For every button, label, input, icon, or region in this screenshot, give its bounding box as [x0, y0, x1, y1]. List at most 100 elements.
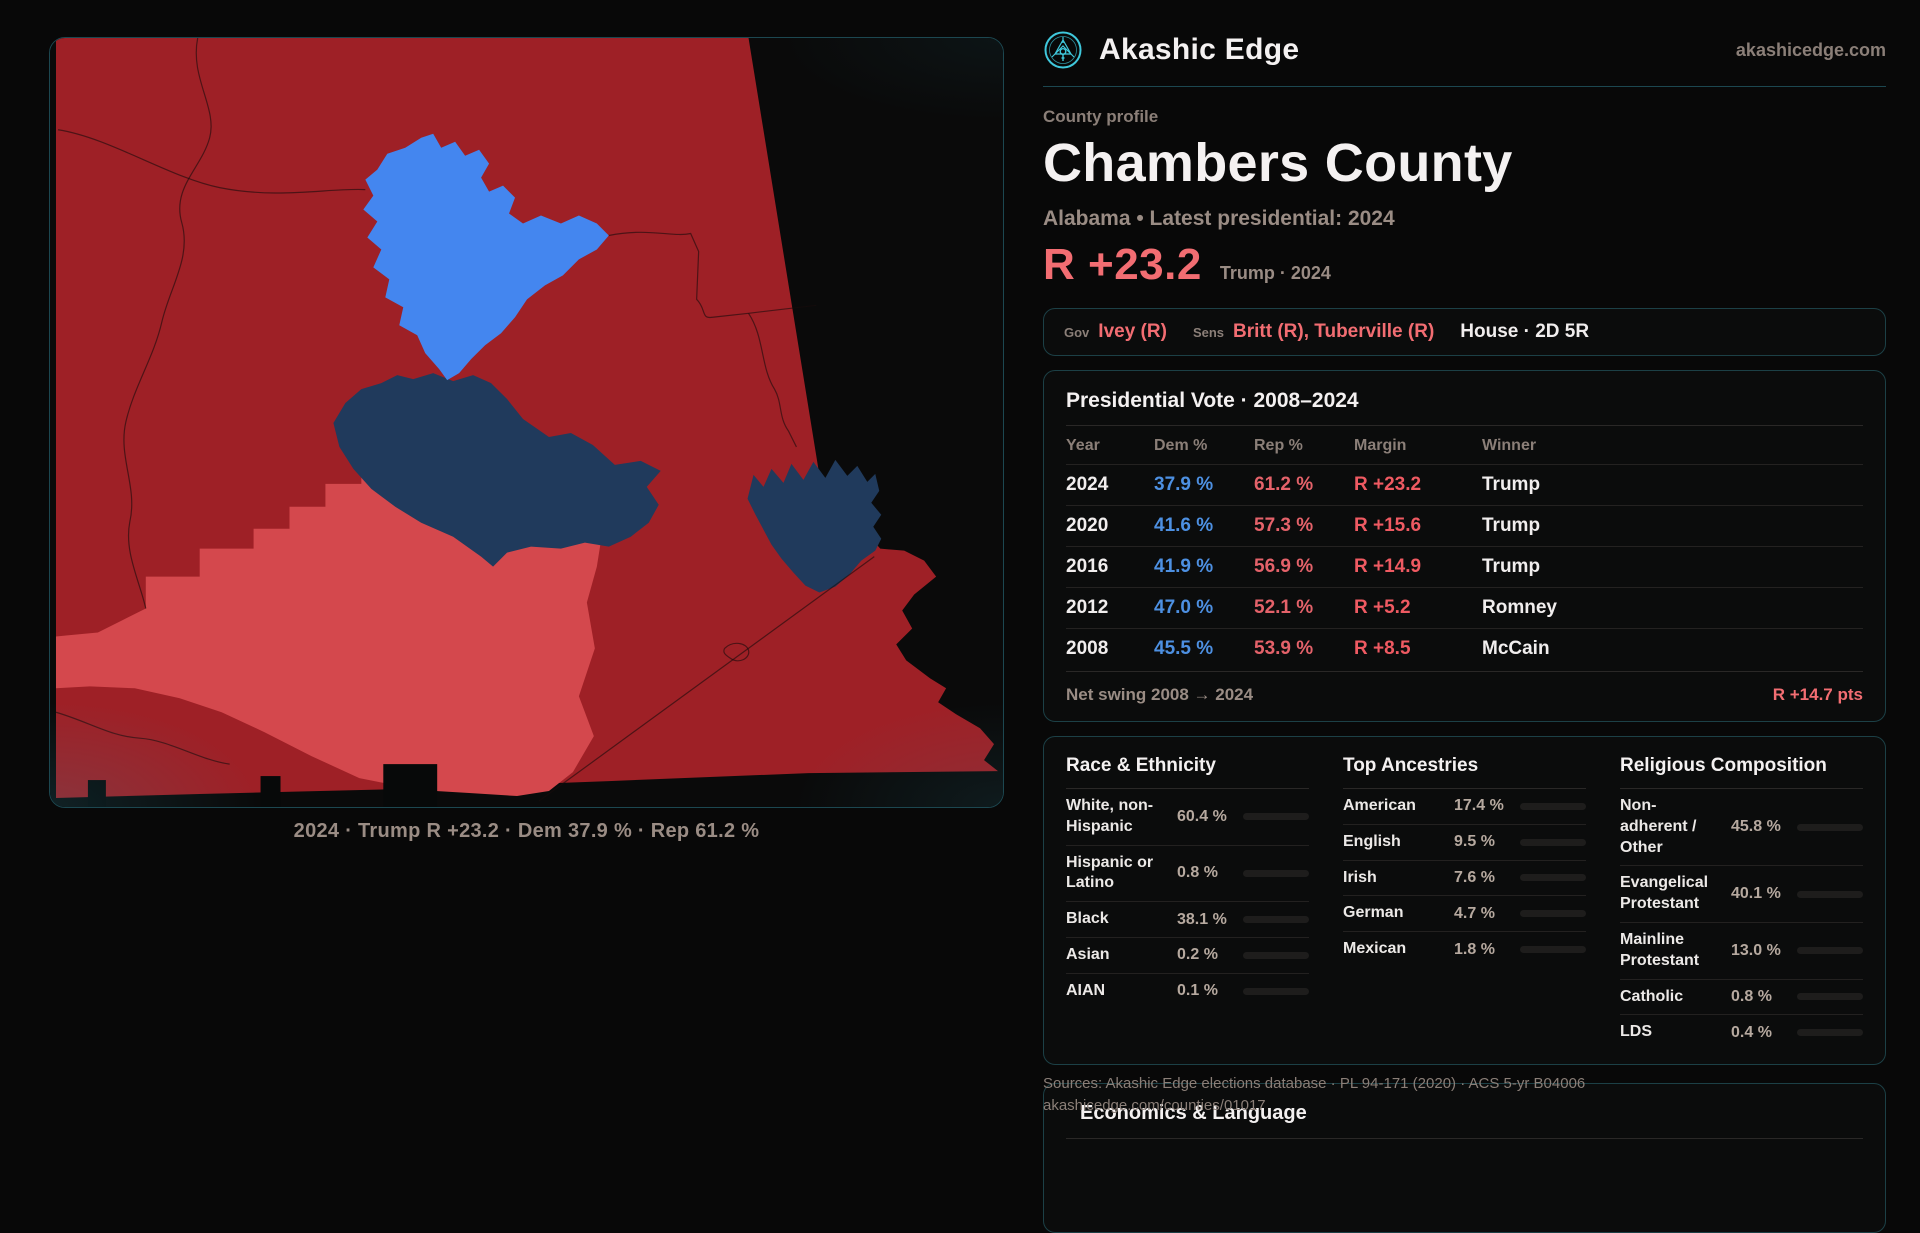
cell-margin: R +14.9 — [1354, 556, 1422, 577]
stat-value: 38.1 % — [1177, 910, 1227, 928]
race-ethnicity-title: Race & Ethnicity — [1066, 755, 1309, 789]
stat-value: 9.5 % — [1454, 833, 1495, 851]
stat-value: 0.8 % — [1731, 987, 1772, 1005]
col-year: Year — [1066, 437, 1100, 454]
cell-year: 2012 — [1066, 597, 1109, 618]
net-swing-row: Net swing 2008 → 2024 R +14.7 pts — [1066, 671, 1863, 705]
sens-value: Britt (R), Tuberville (R) — [1233, 321, 1435, 342]
cell-winner: Trump — [1482, 556, 1541, 577]
site-header: Akashic Edge akashicedge.com — [1043, 28, 1886, 72]
presidential-table-row: 2012 47.0 % 52.1 % R +5.2 Romney — [1066, 587, 1863, 628]
county-profile-panel: Akashic Edge akashicedge.com County prof… — [1043, 28, 1886, 1233]
stat-bar-track — [1797, 823, 1863, 831]
demographics-card: Race & Ethnicity White, non-Hispanic 60.… — [1043, 736, 1886, 1066]
site-domain-link[interactable]: akashicedge.com — [1735, 39, 1886, 60]
margin-context: Trump · 2024 — [1219, 263, 1331, 283]
presidential-table-row: 2024 37.9 % 61.2 % R +23.2 Trump — [1066, 464, 1863, 505]
stat-row: Mainline Protestant 13.0 % — [1620, 921, 1863, 979]
cell-dem-pct: 41.9 % — [1154, 556, 1214, 577]
cell-margin: R +8.5 — [1354, 638, 1411, 659]
race-ethnicity-rows: White, non-Hispanic 60.4 % Hispanic or L… — [1066, 789, 1309, 1009]
stat-value: 4.7 % — [1454, 904, 1495, 922]
stat-label: English — [1343, 832, 1401, 850]
page-title: Chambers County — [1043, 133, 1513, 193]
stat-label: Mexican — [1343, 940, 1407, 958]
stat-bar-track — [1243, 987, 1309, 995]
akashic-edge-logo-icon — [1044, 31, 1082, 69]
precinct-map — [50, 38, 1003, 807]
cell-dem-pct: 47.0 % — [1154, 597, 1214, 618]
sens-label: Sens — [1192, 324, 1225, 340]
stat-value: 0.8 % — [1177, 864, 1218, 882]
ancestries-column: Top Ancestries American 17.4 % English 9… — [1343, 755, 1586, 1050]
religion-rows: Non-adherent / Other 45.8 % Evangelical … — [1620, 789, 1863, 1050]
stat-bar-track — [1243, 813, 1309, 821]
stat-label: Mainline Protestant — [1620, 930, 1700, 969]
brand-name: Akashic Edge — [1099, 33, 1300, 66]
cell-year: 2016 — [1066, 556, 1109, 577]
stat-row: Evangelical Protestant 40.1 % — [1620, 865, 1863, 922]
stat-row: Black 38.1 % — [1066, 901, 1309, 937]
presidential-table-header: Year Dem % Rep % Margin Winner — [1066, 426, 1863, 464]
cell-dem-pct: 41.6 % — [1154, 515, 1214, 536]
presidential-table-body: 2024 37.9 % 61.2 % R +23.2 Trump 2020 41… — [1066, 464, 1863, 669]
stat-bar-track — [1520, 946, 1586, 954]
stat-label: Irish — [1343, 868, 1377, 886]
cell-rep-pct: 56.9 % — [1254, 556, 1314, 577]
col-rep: Rep % — [1254, 437, 1303, 454]
col-margin: Margin — [1354, 437, 1407, 454]
cell-dem-pct: 37.9 % — [1154, 474, 1214, 495]
cell-margin: R +15.6 — [1354, 515, 1422, 536]
stat-label: German — [1343, 904, 1404, 922]
presidential-table-row: 2016 41.9 % 56.9 % R +14.9 Trump — [1066, 546, 1863, 587]
sources-line: Sources: Akashic Edge elections database… — [1043, 1075, 1586, 1093]
cell-winner: Trump — [1482, 515, 1541, 536]
stat-label: AIAN — [1066, 981, 1106, 999]
stat-bar-track — [1520, 874, 1586, 882]
cell-winner: McCain — [1482, 638, 1550, 659]
cell-year: 2020 — [1066, 515, 1109, 536]
col-dem: Dem % — [1154, 437, 1208, 454]
stat-label: Evangelical Protestant — [1620, 874, 1709, 913]
stat-label: Asian — [1066, 945, 1110, 963]
cell-rep-pct: 53.9 % — [1254, 638, 1314, 659]
county-precinct-map-panel — [49, 37, 1004, 808]
cell-winner: Romney — [1482, 597, 1557, 618]
stat-bar-track — [1520, 910, 1586, 918]
stat-row: American 17.4 % — [1343, 789, 1586, 824]
stat-label: Hispanic or Latino — [1066, 853, 1154, 892]
stat-value: 7.6 % — [1454, 868, 1495, 886]
net-swing-value: R +14.7 pts — [1772, 685, 1863, 704]
stat-label: American — [1343, 797, 1416, 814]
stat-row: Hispanic or Latino 0.8 % — [1066, 844, 1309, 902]
stat-label: Non-adherent / Other — [1620, 797, 1697, 856]
cell-margin: R +23.2 — [1354, 474, 1422, 495]
cell-year: 2008 — [1066, 638, 1109, 659]
header-divider — [1043, 86, 1886, 87]
sources-permalink[interactable]: akashicedge.com/counties/01017 — [1043, 1096, 1266, 1114]
stat-label: Catholic — [1620, 987, 1684, 1005]
cell-rep-pct: 52.1 % — [1254, 597, 1314, 618]
gov-value: Ivey (R) — [1098, 321, 1167, 342]
stat-bar-track — [1797, 947, 1863, 955]
stat-bar-track — [1243, 916, 1309, 924]
presidential-table-row: 2008 45.5 % 53.9 % R +8.5 McCain — [1066, 628, 1863, 669]
gov-label: Gov — [1064, 324, 1090, 340]
stat-value: 0.4 % — [1731, 1023, 1772, 1041]
stat-bar-track — [1243, 869, 1309, 877]
card-divider — [1066, 425, 1863, 426]
stat-row: Non-adherent / Other 45.8 % — [1620, 789, 1863, 865]
cell-margin: R +5.2 — [1354, 597, 1411, 618]
stat-label: White, non-Hispanic — [1066, 797, 1154, 835]
stat-value: 1.8 % — [1454, 940, 1495, 958]
map-caption: 2024 · Trump R +23.2 · Dem 37.9 % · Rep … — [293, 820, 760, 842]
stat-row: LDS 0.4 % — [1620, 1014, 1863, 1050]
house-value: House · 2D 5R — [1460, 321, 1590, 342]
map-bottom-notches — [87, 764, 438, 807]
stat-bar-track — [1797, 890, 1863, 898]
presidential-table-row: 2020 41.6 % 57.3 % R +15.6 Trump — [1066, 505, 1863, 546]
eyebrow-label: County profile — [1043, 107, 1159, 126]
presidential-vote-card: Presidential Vote · 2008–2024 Year Dem %… — [1043, 370, 1886, 722]
stat-value: 40.1 % — [1731, 885, 1781, 903]
stat-value: 60.4 % — [1177, 807, 1227, 825]
